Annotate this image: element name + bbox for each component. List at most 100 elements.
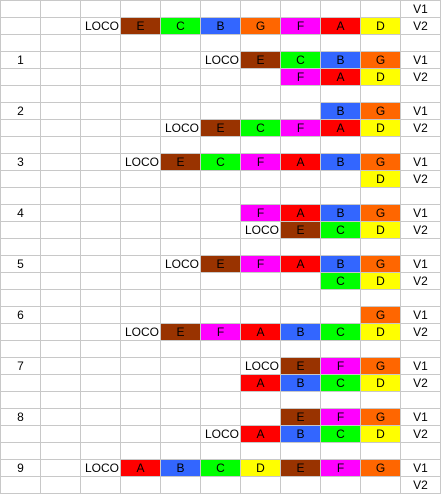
wagon-cell-c[interactable]: C xyxy=(320,221,361,239)
wagon-cell-d[interactable]: D xyxy=(360,68,401,86)
wagon-cell-d[interactable]: D xyxy=(360,119,401,137)
track-label-v2[interactable]: V2 xyxy=(400,374,441,392)
track-label-v1[interactable]: V1 xyxy=(400,357,441,375)
grid-cell[interactable] xyxy=(200,374,241,392)
grid-cell[interactable] xyxy=(200,442,241,460)
grid-cell[interactable] xyxy=(40,68,81,86)
grid-cell[interactable] xyxy=(80,170,121,188)
grid-cell[interactable] xyxy=(80,425,121,443)
wagon-cell-g[interactable]: G xyxy=(360,306,401,324)
wagon-cell-c[interactable]: C xyxy=(160,17,201,35)
track-label-v1[interactable]: V1 xyxy=(400,255,441,273)
wagon-cell-e[interactable]: E xyxy=(280,459,321,477)
wagon-cell-a[interactable]: A xyxy=(240,425,281,443)
grid-cell[interactable] xyxy=(160,340,201,358)
track-label-v2[interactable]: V2 xyxy=(400,17,441,35)
track-label-v1[interactable]: V1 xyxy=(400,459,441,477)
grid-cell[interactable] xyxy=(80,323,121,341)
step-number[interactable]: 2 xyxy=(0,102,41,120)
grid-cell[interactable] xyxy=(120,272,161,290)
grid-cell[interactable] xyxy=(280,391,321,409)
wagon-cell-d[interactable]: D xyxy=(360,323,401,341)
track-label-v1[interactable]: V1 xyxy=(400,153,441,171)
grid-cell[interactable] xyxy=(280,34,321,52)
grid-cell[interactable] xyxy=(40,153,81,171)
grid-cell[interactable] xyxy=(320,306,361,324)
wagon-cell-d[interactable]: D xyxy=(240,459,281,477)
grid-cell[interactable] xyxy=(120,221,161,239)
grid-cell[interactable] xyxy=(40,102,81,120)
grid-cell[interactable] xyxy=(200,102,241,120)
grid-cell[interactable] xyxy=(120,374,161,392)
grid-cell[interactable] xyxy=(160,85,201,103)
grid-cell[interactable] xyxy=(0,391,41,409)
grid-cell[interactable] xyxy=(320,187,361,205)
grid-cell[interactable] xyxy=(40,272,81,290)
wagon-cell-c[interactable]: C xyxy=(280,51,321,69)
grid-cell[interactable] xyxy=(120,119,161,137)
wagon-cell-d[interactable]: D xyxy=(360,374,401,392)
grid-cell[interactable] xyxy=(160,51,201,69)
wagon-cell-g[interactable]: G xyxy=(360,204,401,222)
grid-cell[interactable] xyxy=(120,476,161,494)
track-label-v2[interactable]: V2 xyxy=(400,221,441,239)
grid-cell[interactable] xyxy=(240,289,281,307)
grid-cell[interactable] xyxy=(80,340,121,358)
grid-cell[interactable] xyxy=(0,238,41,256)
grid-cell[interactable] xyxy=(120,289,161,307)
wagon-cell-g[interactable]: G xyxy=(240,17,281,35)
wagon-cell-d[interactable]: D xyxy=(360,425,401,443)
grid-cell[interactable] xyxy=(120,306,161,324)
grid-cell[interactable] xyxy=(120,0,161,18)
wagon-cell-f[interactable]: F xyxy=(240,204,281,222)
wagon-cell-a[interactable]: A xyxy=(280,204,321,222)
grid-cell[interactable] xyxy=(320,476,361,494)
wagon-cell-f[interactable]: F xyxy=(240,153,281,171)
grid-cell[interactable] xyxy=(240,170,281,188)
wagon-cell-f[interactable]: F xyxy=(320,459,361,477)
grid-cell[interactable] xyxy=(240,391,281,409)
grid-cell[interactable] xyxy=(400,187,441,205)
loco-cell[interactable]: LOCO xyxy=(120,323,161,341)
grid-cell[interactable] xyxy=(160,442,201,460)
wagon-cell-f[interactable]: F xyxy=(320,408,361,426)
grid-cell[interactable] xyxy=(400,238,441,256)
grid-cell[interactable] xyxy=(0,442,41,460)
grid-cell[interactable] xyxy=(40,442,81,460)
grid-cell[interactable] xyxy=(320,0,361,18)
wagon-cell-f[interactable]: F xyxy=(280,68,321,86)
grid-cell[interactable] xyxy=(120,68,161,86)
track-label-v2[interactable]: V2 xyxy=(400,170,441,188)
grid-cell[interactable] xyxy=(0,374,41,392)
grid-cell[interactable] xyxy=(80,306,121,324)
grid-cell[interactable] xyxy=(80,34,121,52)
grid-cell[interactable] xyxy=(80,476,121,494)
grid-cell[interactable] xyxy=(80,357,121,375)
wagon-cell-f[interactable]: F xyxy=(280,119,321,137)
grid-cell[interactable] xyxy=(320,85,361,103)
grid-cell[interactable] xyxy=(200,289,241,307)
grid-cell[interactable] xyxy=(40,255,81,273)
track-label-v2[interactable]: V2 xyxy=(400,68,441,86)
grid-cell[interactable] xyxy=(160,204,201,222)
grid-cell[interactable] xyxy=(360,238,401,256)
grid-cell[interactable] xyxy=(160,476,201,494)
grid-cell[interactable] xyxy=(200,68,241,86)
wagon-cell-b[interactable]: B xyxy=(320,51,361,69)
grid-cell[interactable] xyxy=(160,0,201,18)
grid-cell[interactable] xyxy=(320,391,361,409)
wagon-cell-b[interactable]: B xyxy=(280,425,321,443)
wagon-cell-d[interactable]: D xyxy=(360,272,401,290)
wagon-cell-e[interactable]: E xyxy=(160,323,201,341)
grid-cell[interactable] xyxy=(120,85,161,103)
grid-cell[interactable] xyxy=(80,51,121,69)
grid-cell[interactable] xyxy=(280,187,321,205)
grid-cell[interactable] xyxy=(40,119,81,137)
grid-cell[interactable] xyxy=(240,85,281,103)
grid-cell[interactable] xyxy=(160,391,201,409)
wagon-cell-b[interactable]: B xyxy=(320,255,361,273)
grid-cell[interactable] xyxy=(120,340,161,358)
grid-cell[interactable] xyxy=(40,391,81,409)
grid-cell[interactable] xyxy=(360,391,401,409)
grid-cell[interactable] xyxy=(160,136,201,154)
